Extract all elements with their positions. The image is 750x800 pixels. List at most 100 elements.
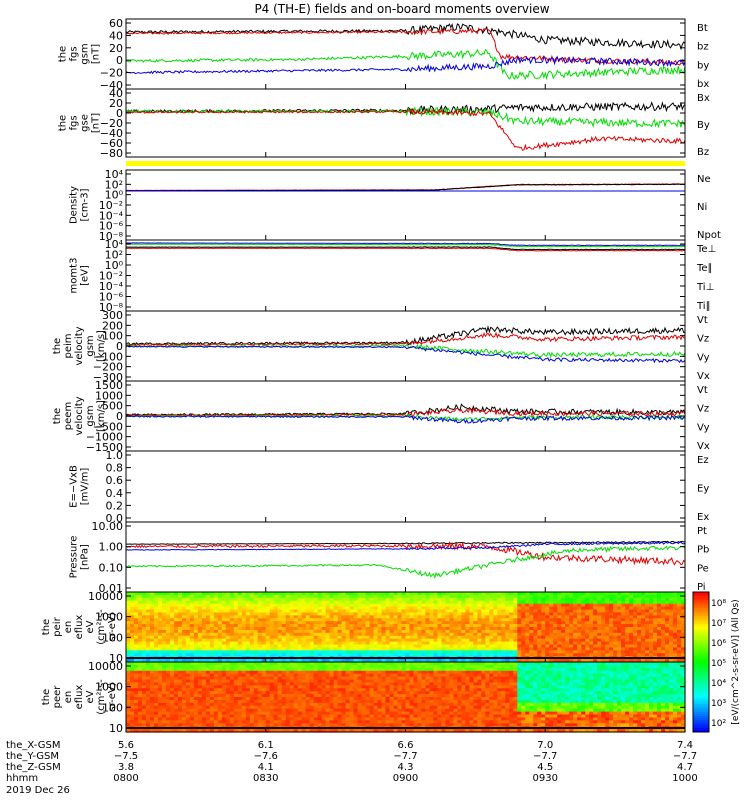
ytick-label-fgs-gse-4: −40 bbox=[100, 127, 123, 140]
ytick-label-peer-eflux-2: 100 bbox=[102, 701, 123, 714]
legend-pressure-2: Pe bbox=[697, 563, 709, 574]
colorbar-tick-2: 10⁶ bbox=[711, 639, 726, 649]
ytick-label-peer-eflux-0: 10000 bbox=[88, 660, 123, 673]
legend-efield-2: Ex bbox=[697, 512, 709, 523]
xaxis-value-2-0: 3.8 bbox=[118, 762, 134, 773]
xaxis-value-2-1: 4.1 bbox=[258, 762, 274, 773]
legend-pressure-0: Pt bbox=[697, 526, 707, 537]
xaxis-value-0-4: 7.4 bbox=[677, 740, 693, 751]
legend-peem-velocity-0: Vt bbox=[697, 385, 708, 396]
ylabel-peer-eflux-2: en bbox=[63, 691, 74, 704]
ylabel-peem-velocity-4: [km/s] bbox=[96, 400, 107, 432]
ytick-label-peim-velocity-5: −200 bbox=[93, 361, 123, 374]
series-line-moments-temp-3 bbox=[126, 243, 686, 248]
legend-fgs-gse-1: By bbox=[697, 120, 710, 131]
ytick-label-efield-4: 0.2 bbox=[106, 499, 124, 512]
ytick-label-density-0: 10⁴ bbox=[105, 168, 124, 181]
ytick-label-peim-velocity-3: 0 bbox=[116, 340, 123, 353]
series-line-peim-velocity-1 bbox=[125, 331, 686, 347]
ytick-label-efield-1: 0.8 bbox=[106, 462, 124, 475]
ytick-label-peer-eflux-3: 10 bbox=[109, 722, 123, 735]
xaxis-date: 2019 Dec 26 bbox=[6, 785, 70, 796]
ytick-label-fgs-gse-0: 40 bbox=[109, 87, 123, 100]
legend-peim-velocity-3: Vx bbox=[697, 371, 710, 382]
legend-moments-temp-1: Te∥ bbox=[696, 263, 713, 274]
ylabel-fgs-gsm-0: the bbox=[58, 46, 69, 62]
xaxis-value-1-4: −7.7 bbox=[673, 751, 697, 762]
ytick-label-density-5: 10⁻⁶ bbox=[99, 220, 124, 233]
legend-density-2: Npot bbox=[697, 230, 721, 241]
ylabel-peim-velocity-4: [km/s] bbox=[96, 330, 107, 362]
spectrogram-peir-eflux bbox=[126, 592, 686, 663]
ytick-label-moments-temp-1: 10² bbox=[105, 249, 123, 262]
xaxis-value-3-2: 0900 bbox=[393, 773, 418, 784]
ylabel-density-1: [cm-3] bbox=[80, 188, 91, 221]
ylabel-fgs-gsm-2: gsm bbox=[80, 43, 91, 64]
legend-peem-velocity-2: Vy bbox=[697, 422, 710, 433]
legend-peim-velocity-0: Vt bbox=[697, 315, 708, 326]
ylabel-peir-eflux-2: en bbox=[63, 621, 74, 634]
spectrogram-peer-eflux bbox=[126, 662, 686, 733]
ylabel-peir-eflux-6: sr-eV) bbox=[107, 612, 118, 641]
ytick-label-peem-velocity-2: 500 bbox=[102, 400, 123, 413]
ytick-label-fgs-gsm-3: 0 bbox=[116, 54, 123, 67]
ytick-label-fgs-gse-1: 20 bbox=[109, 97, 123, 110]
xaxis-value-3-1: 0830 bbox=[253, 773, 278, 784]
ylabel-efield-0: E=−VxB bbox=[69, 465, 80, 508]
legend-moments-temp-2: Ti⊥ bbox=[696, 282, 714, 293]
ylabel-peer-eflux-1: peer bbox=[52, 685, 63, 709]
legend-fgs-gsm-0: Bt bbox=[697, 23, 708, 34]
ytick-label-moments-temp-3: 10⁻² bbox=[99, 270, 123, 283]
legend-pressure-3: Pi bbox=[697, 582, 706, 593]
ytick-label-peim-velocity-1: 200 bbox=[102, 319, 123, 332]
xaxis-value-2-4: 4.7 bbox=[677, 762, 693, 773]
xaxis-value-2-2: 4.3 bbox=[398, 762, 414, 773]
ytick-label-density-2: 10⁰ bbox=[105, 189, 124, 202]
series-line-moments-temp-2 bbox=[125, 242, 686, 247]
ytick-label-density-3: 10⁻² bbox=[99, 199, 123, 212]
ytick-label-pressure-3: 0.01 bbox=[99, 582, 124, 595]
ytick-label-fgs-gsm-4: −20 bbox=[100, 67, 123, 80]
series-line-fgs-gsm-3 bbox=[125, 55, 686, 75]
ylabel-peim-velocity-3: gsm bbox=[85, 335, 96, 356]
ytick-label-moments-temp-4: 10⁻⁴ bbox=[99, 280, 124, 293]
legend-moments-temp-0: Te⊥ bbox=[696, 244, 716, 255]
ylabel-peir-eflux-1: peir bbox=[52, 616, 63, 636]
xaxis-value-1-0: −7.5 bbox=[114, 751, 138, 762]
ylabel-peir-eflux-0: the bbox=[41, 619, 52, 635]
ylabel-fgs-gsm-1: fgs bbox=[69, 46, 80, 61]
xaxis-value-1-1: −7.6 bbox=[254, 751, 278, 762]
xaxis-row-label-1: the_Y-GSM bbox=[6, 751, 59, 762]
series-line-fgs-gse-0 bbox=[125, 101, 686, 116]
ylabel-peer-eflux-0: the bbox=[41, 689, 52, 705]
xaxis-value-0-0: 5.6 bbox=[118, 740, 134, 751]
ylabel-fgs-gse-2: gse bbox=[80, 114, 91, 132]
ytick-label-fgs-gse-5: −60 bbox=[100, 137, 123, 150]
ytick-label-peim-velocity-4: −100 bbox=[93, 350, 123, 363]
ytick-label-moments-temp-0: 10⁴ bbox=[105, 238, 124, 251]
xaxis-value-3-0: 0800 bbox=[113, 773, 138, 784]
legend-efield-0: Ez bbox=[697, 455, 709, 466]
ylabel-peer-eflux-6: sr-eV) bbox=[107, 682, 118, 711]
legend-fgs-gse-0: Bx bbox=[697, 93, 710, 104]
colorbar-frame bbox=[692, 591, 710, 733]
xaxis-value-0-3: 7.0 bbox=[537, 740, 553, 751]
xaxis-value-3-4: 1000 bbox=[672, 773, 697, 784]
ytick-label-peir-eflux-2: 100 bbox=[102, 631, 123, 644]
ytick-label-peir-eflux-1: 1000 bbox=[95, 611, 123, 624]
ylabel-peem-velocity-2: velocity bbox=[74, 396, 85, 435]
ytick-label-fgs-gse-2: 0 bbox=[116, 107, 123, 120]
ytick-label-fgs-gsm-1: 40 bbox=[109, 29, 123, 42]
xaxis-value-2-3: 4.5 bbox=[537, 762, 553, 773]
colorbar-tick-1: 10⁷ bbox=[711, 619, 726, 629]
ytick-label-density-6: 10⁻⁸ bbox=[99, 230, 124, 243]
ylabel-peem-velocity-0: the bbox=[52, 408, 63, 424]
ytick-label-pressure-1: 1.00 bbox=[99, 541, 124, 554]
ytick-label-fgs-gsm-2: 20 bbox=[109, 42, 123, 55]
ytick-label-efield-3: 0.4 bbox=[106, 487, 124, 500]
legend-pressure-1: Pb bbox=[697, 545, 709, 556]
ytick-label-peer-eflux-1: 1000 bbox=[95, 681, 123, 694]
ylabel-peer-eflux-4: eV bbox=[85, 690, 96, 703]
ytick-label-peim-velocity-2: 100 bbox=[102, 330, 123, 343]
series-line-pressure-3 bbox=[125, 541, 686, 551]
